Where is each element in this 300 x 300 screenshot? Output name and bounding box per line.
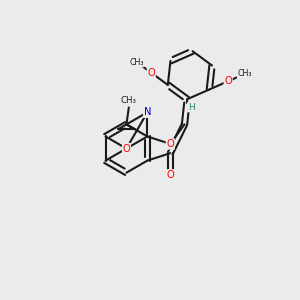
Text: O: O xyxy=(224,76,232,86)
Text: O: O xyxy=(123,143,130,154)
Text: CH₃: CH₃ xyxy=(238,69,252,78)
Text: N: N xyxy=(144,107,151,117)
Text: O: O xyxy=(167,170,174,180)
Text: H: H xyxy=(188,103,195,112)
Text: CH₃: CH₃ xyxy=(238,69,252,78)
Text: CH₃: CH₃ xyxy=(129,58,144,67)
Text: CH₃: CH₃ xyxy=(129,58,144,67)
Text: O: O xyxy=(147,68,155,78)
Text: CH₃: CH₃ xyxy=(121,95,137,104)
Text: O: O xyxy=(167,139,174,149)
